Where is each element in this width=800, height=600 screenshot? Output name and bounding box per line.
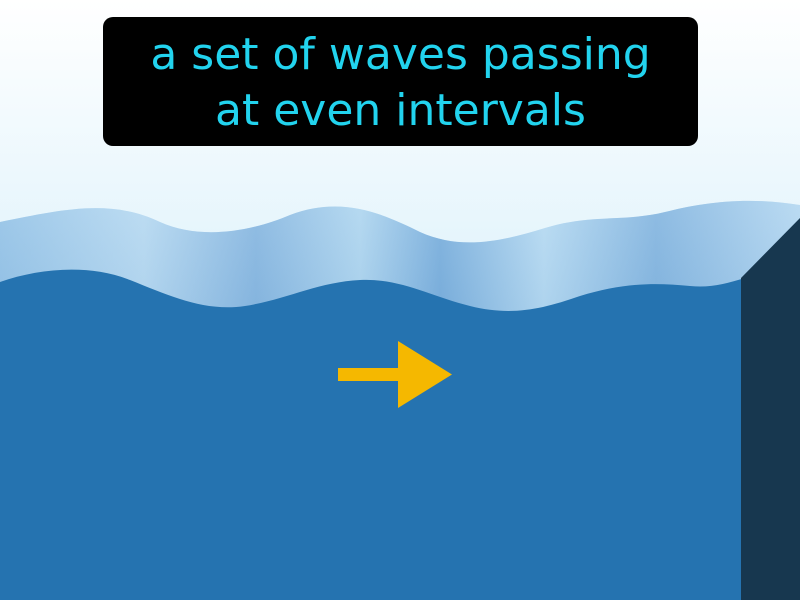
- caption-line-1: a set of waves passing: [103, 27, 698, 83]
- caption-box: a set of waves passing at even intervals: [103, 17, 698, 146]
- caption-line-2: at even intervals: [103, 83, 698, 139]
- cliff: [741, 218, 800, 600]
- water-body: [0, 270, 745, 600]
